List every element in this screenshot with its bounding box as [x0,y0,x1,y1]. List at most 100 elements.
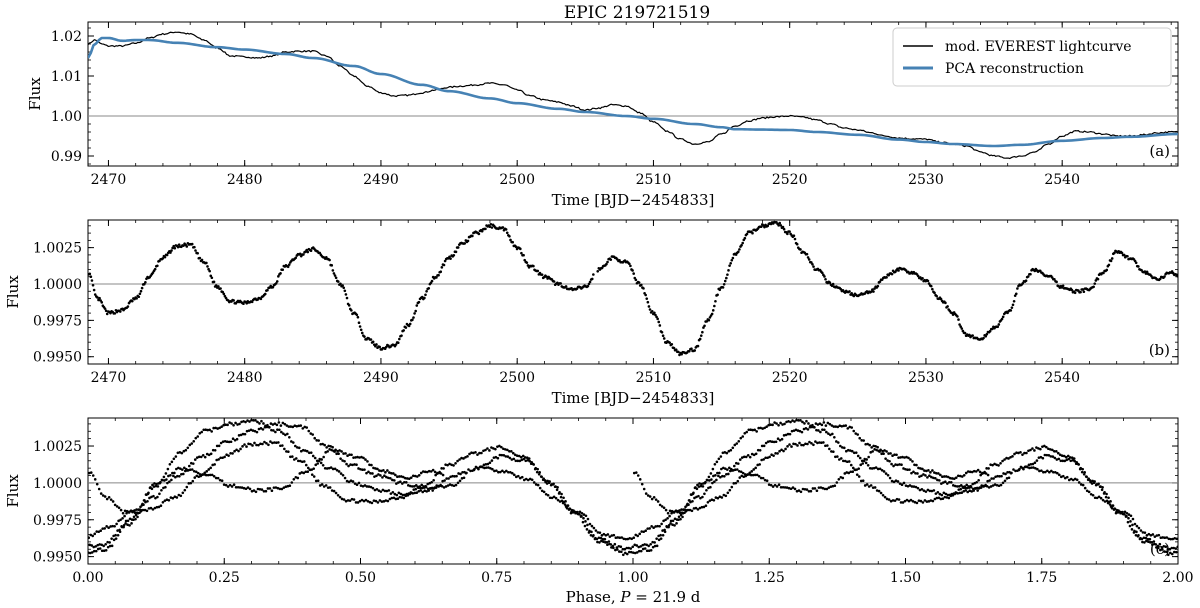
data-point [749,428,753,432]
data-point [466,239,470,243]
data-point [560,499,564,503]
data-point [815,489,819,493]
data-point [439,270,443,274]
data-point [458,479,462,483]
data-point [200,258,204,262]
data-point [254,490,258,494]
data-point [629,547,633,550]
data-point [707,475,711,479]
data-point [628,536,632,540]
xtick-label: 2540 [1044,172,1080,188]
data-point [766,456,769,460]
data-point [885,497,889,501]
data-point [428,481,431,485]
data-point [294,444,297,448]
data-point [698,337,702,341]
data-point [276,486,280,490]
data-point [410,485,414,488]
data-point [369,338,373,341]
data-point [397,491,401,495]
data-point [764,441,768,445]
data-point [730,485,734,489]
data-point [1045,445,1048,449]
data-point [394,473,397,477]
data-point [494,447,497,451]
data-point [534,483,538,486]
data-point [1056,471,1059,475]
data-point [892,480,896,484]
data-point [423,296,426,300]
data-point [870,290,873,293]
data-point [961,486,965,490]
data-point [307,451,311,455]
data-point [471,469,474,472]
data-point [510,450,513,453]
data-point [701,485,705,488]
data-point [799,248,802,251]
data-point [883,495,887,499]
data-point [194,436,198,440]
data-point [291,425,295,429]
data-point [986,479,989,483]
data-point [540,273,544,276]
data-point [837,441,840,444]
data-point [1006,471,1009,474]
data-point [715,460,719,464]
data-point [699,334,703,337]
data-point [831,282,835,286]
data-point [828,422,832,426]
data-point [766,224,770,228]
data-point [259,297,263,301]
data-point [183,488,187,492]
data-point [1027,463,1031,467]
data-point [471,234,474,238]
data-point [988,479,991,482]
data-point [532,264,535,268]
data-point [714,496,718,499]
data-point [839,457,843,460]
data-point [740,243,743,247]
data-point [982,336,985,340]
data-point [827,486,831,489]
data-point [929,284,933,288]
data-point [322,455,325,459]
xtick-label: 2500 [499,370,535,386]
xtick-label: 2480 [227,172,263,188]
data-point [737,469,741,473]
data-point [1145,270,1149,274]
data-point [644,529,647,533]
data-point [196,471,200,475]
data-point [650,497,654,501]
data-point [918,488,922,492]
data-point [101,527,104,530]
data-point [253,441,256,445]
data-point [935,294,938,298]
data-point [415,304,419,307]
ytick-label: 1.01 [51,69,82,85]
data-point [782,449,785,453]
data-point [379,490,383,493]
data-point [512,451,515,455]
data-point [894,463,897,466]
data-point [572,510,576,514]
data-point [1122,253,1126,257]
data-point [1141,531,1145,534]
data-point [123,509,127,513]
data-point [899,501,903,504]
data-point [223,440,227,443]
data-point [165,498,169,502]
data-point [1024,465,1027,468]
data-point [807,258,811,261]
data-point [940,493,944,497]
data-point [544,480,547,484]
data-point [285,450,288,453]
data-point [876,284,880,288]
data-point [801,420,804,424]
data-point [745,430,749,434]
data-point [355,313,359,317]
data-point [1143,531,1147,534]
data-point [218,478,222,482]
data-point [299,449,303,453]
data-point [282,432,285,435]
data-point [416,486,420,490]
